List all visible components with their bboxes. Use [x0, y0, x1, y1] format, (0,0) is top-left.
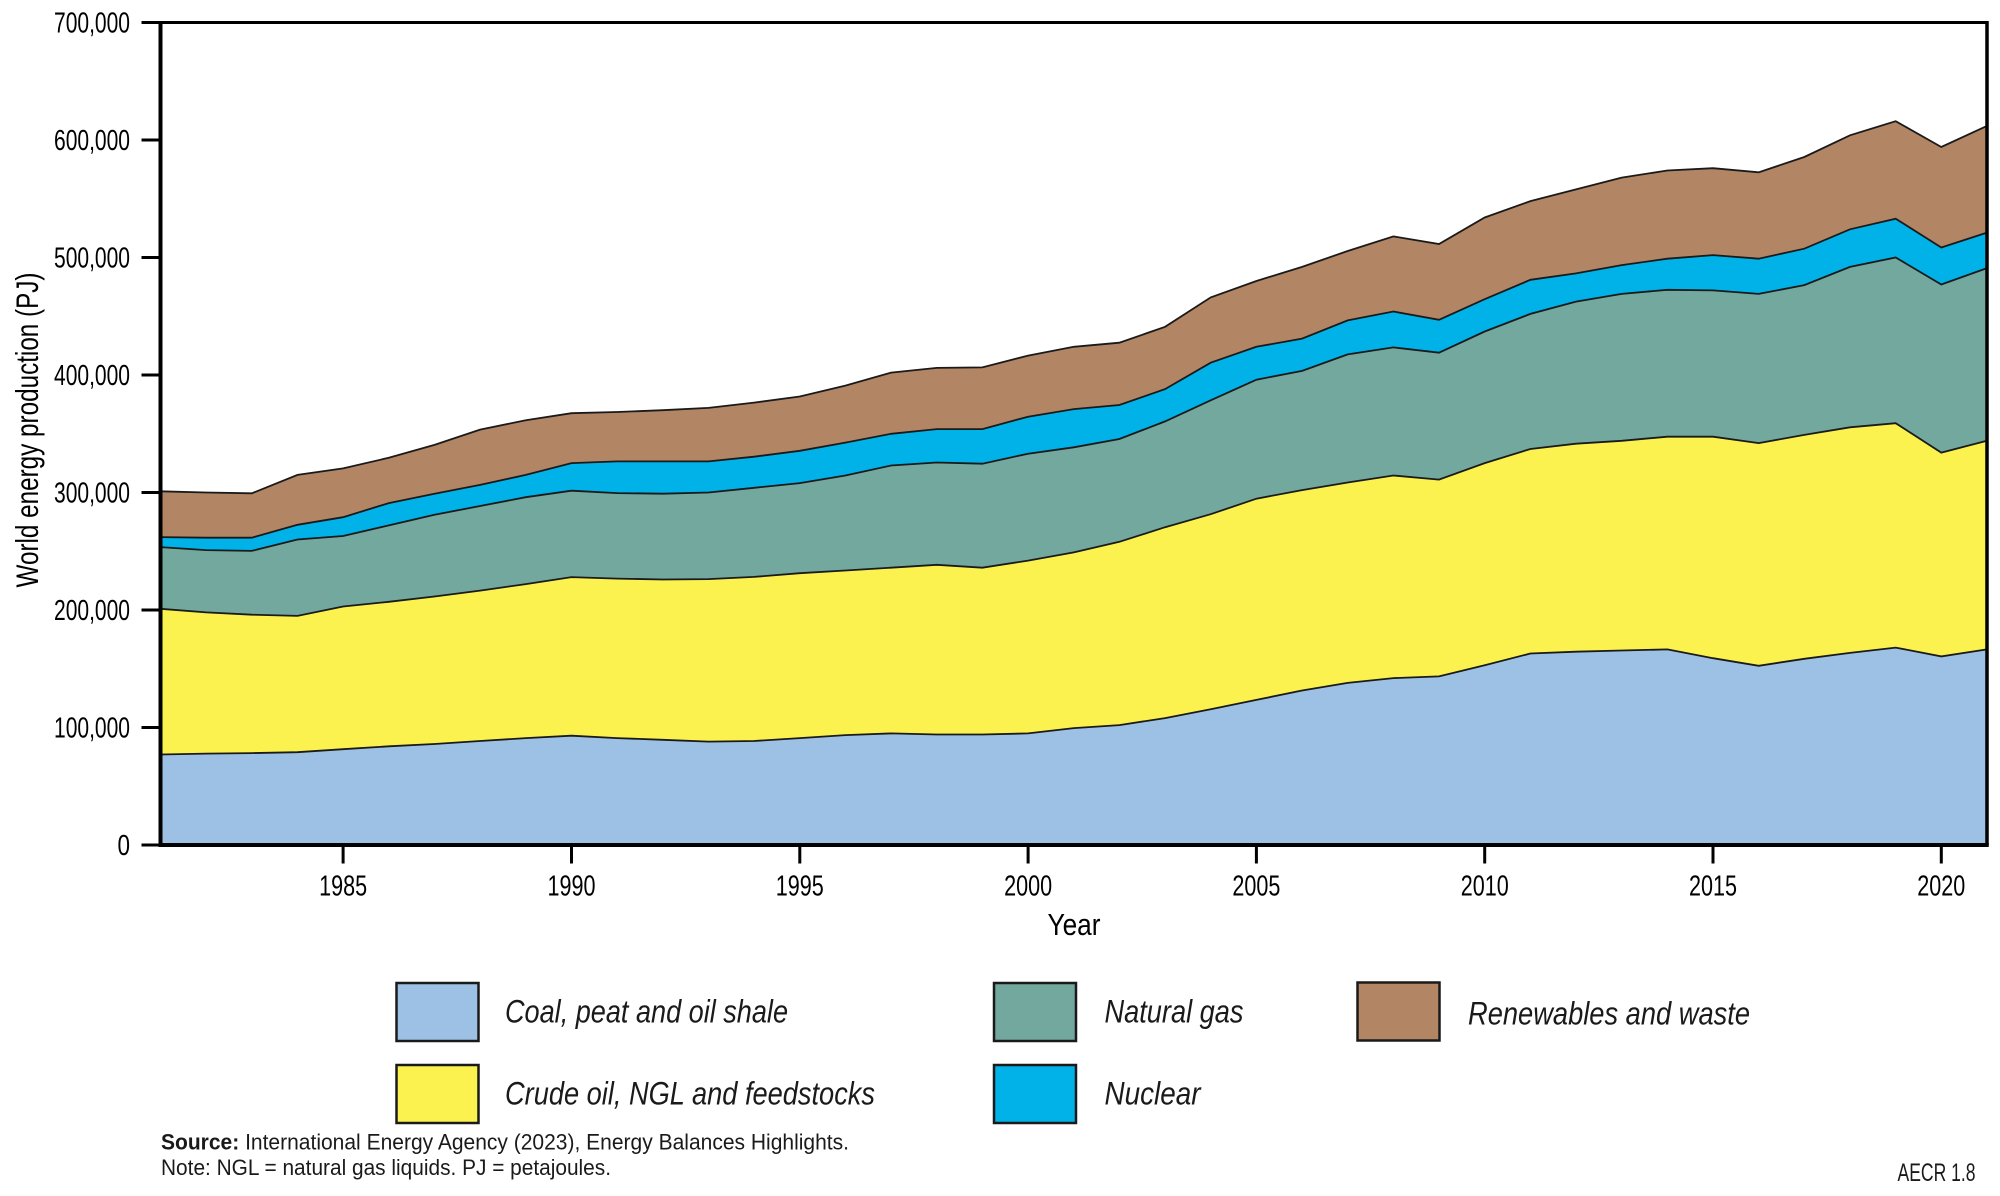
svg-text:600,000: 600,000 [54, 125, 130, 157]
svg-text:Note: NGL = natural gas liquid: Note: NGL = natural gas liquids. PJ = pe… [161, 1155, 611, 1180]
svg-text:1990: 1990 [548, 871, 596, 903]
svg-text:Year: Year [1048, 907, 1101, 942]
svg-text:Renewables and waste: Renewables and waste [1468, 996, 1750, 1032]
svg-text:400,000: 400,000 [54, 360, 130, 392]
svg-text:500,000: 500,000 [54, 243, 130, 275]
svg-text:1985: 1985 [319, 871, 367, 903]
svg-text:2020: 2020 [1917, 871, 1965, 903]
svg-text:AECR 1.8: AECR 1.8 [1898, 1159, 1976, 1187]
svg-text:Coal, peat and oil shale: Coal, peat and oil shale [505, 994, 788, 1030]
svg-text:2000: 2000 [1004, 871, 1052, 903]
svg-text:Nuclear: Nuclear [1105, 1076, 1202, 1112]
svg-text:2010: 2010 [1461, 871, 1509, 903]
svg-text:1995: 1995 [776, 871, 824, 903]
svg-text:2015: 2015 [1689, 871, 1737, 903]
svg-text:2005: 2005 [1232, 871, 1280, 903]
svg-text:World energy production (PJ): World energy production (PJ) [9, 273, 45, 588]
svg-text:200,000: 200,000 [54, 595, 130, 627]
svg-text:100,000: 100,000 [54, 713, 130, 745]
svg-text:300,000: 300,000 [54, 478, 130, 510]
svg-text:Natural gas: Natural gas [1105, 994, 1244, 1030]
svg-text:Crude oil, NGL and feedstocks: Crude oil, NGL and feedstocks [505, 1076, 875, 1112]
svg-text:700,000: 700,000 [54, 8, 130, 40]
svg-text:0: 0 [118, 830, 131, 862]
svg-text:Source: International Energy A: Source: International Energy Agency (202… [161, 1130, 849, 1155]
